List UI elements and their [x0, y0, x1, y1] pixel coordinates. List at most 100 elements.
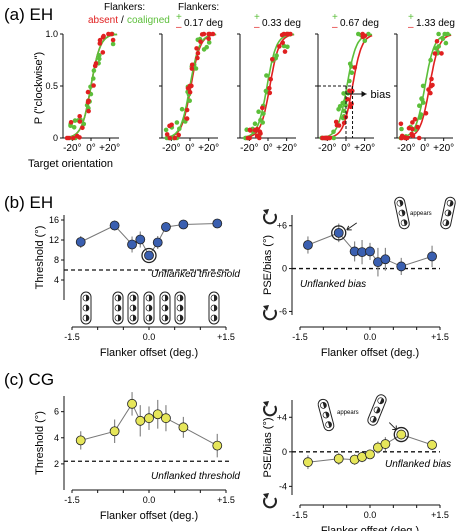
- data-point: [161, 413, 171, 424]
- data-point-absent: [184, 107, 190, 113]
- rotate-arc: [263, 309, 277, 321]
- panel-a-xlabel: Target orientation: [28, 158, 113, 170]
- clockwise-icon-top-c: [263, 401, 277, 417]
- data-point: [333, 227, 344, 238]
- data-point-absent: [270, 57, 275, 62]
- pointer-arrow-c: [388, 422, 397, 431]
- data-point-coaligned: [331, 129, 336, 135]
- fit-curve-coaligned: [165, 33, 217, 139]
- data-point-absent: [257, 129, 263, 134]
- data-point-coaligned: [274, 53, 279, 58]
- data-point-absent: [194, 46, 199, 51]
- data-point-absent: [172, 135, 178, 141]
- data-point: [127, 239, 137, 250]
- psychometric-subplot-3: -20° 0° +20°: [237, 31, 297, 154]
- data-point-coaligned: [399, 126, 404, 132]
- data-point: [135, 415, 146, 426]
- data-point: [365, 449, 375, 460]
- minus-sign: –: [408, 22, 414, 33]
- data-point-absent: [350, 88, 355, 94]
- gabor-half: [133, 295, 136, 301]
- appears-stimulus-right: [367, 394, 387, 426]
- panel-b-label: (b) EH: [4, 193, 53, 212]
- data-point-absent: [288, 31, 293, 37]
- flanker-stimulus: [174, 291, 186, 325]
- data-point-absent: [341, 120, 347, 126]
- panel-b-unflanked-bias-label: Unflanked bias: [300, 279, 366, 290]
- data-point: [109, 426, 120, 437]
- data-point-coaligned: [263, 88, 269, 94]
- data-point-absent: [362, 33, 368, 39]
- fit-curve-coaligned: [66, 33, 118, 139]
- data-point-absent: [247, 128, 253, 133]
- data-point-absent: [195, 55, 200, 61]
- gabor-half: [327, 421, 332, 428]
- data-point-absent: [416, 135, 422, 141]
- data-point-absent: [164, 132, 170, 137]
- fit-curve-coaligned: [400, 33, 452, 139]
- data-point: [144, 250, 154, 261]
- data-point-absent: [74, 133, 80, 139]
- y-tick-label: 0: [53, 133, 58, 143]
- gabor-half: [149, 295, 152, 301]
- flankers-condition-title: Flankers:: [178, 2, 219, 13]
- data-point-absent: [92, 63, 98, 69]
- x-tick-label: 0°: [185, 143, 195, 154]
- pointer-arrow-b: [346, 222, 358, 231]
- x-tick-label: -1.5: [64, 332, 80, 342]
- fit-curve-coaligned: [243, 33, 295, 139]
- data-point: [212, 218, 223, 229]
- x-tick-label: +1.5: [431, 510, 449, 520]
- gabor-half: [165, 315, 168, 321]
- counterclockwise-icon-bottom-c: [263, 493, 277, 509]
- y-tick-label: 6: [54, 407, 59, 417]
- data-point-absent: [410, 133, 416, 139]
- data-point-coaligned: [341, 108, 347, 114]
- appears-illustration-c: [317, 394, 387, 432]
- data-point-coaligned: [341, 91, 346, 96]
- clockwise-icon-top: [263, 209, 277, 225]
- flanker-stimulus: [143, 291, 155, 325]
- data-point-absent: [109, 31, 114, 37]
- gabor-half: [118, 315, 121, 321]
- x-tick-label: +20°: [433, 143, 454, 154]
- data-point-absent: [71, 135, 76, 141]
- data-point-absent: [97, 37, 103, 43]
- data-point: [365, 246, 375, 257]
- x-tick-label: 0°: [420, 143, 430, 154]
- panel-c-label: (c) CG: [4, 370, 54, 389]
- data-point-absent: [268, 76, 274, 82]
- gabor-half: [133, 305, 136, 311]
- gabor-half: [322, 402, 327, 409]
- x-tick-label: -20°: [162, 143, 180, 154]
- x-axis-title: Flanker offset (deg.): [321, 347, 419, 359]
- data-point-coaligned: [362, 38, 368, 43]
- data-point-absent: [68, 120, 74, 125]
- data-point: [135, 234, 146, 245]
- y-tick-label: 0: [282, 264, 287, 274]
- appears-stimulus-right: [440, 196, 456, 230]
- data-point-absent: [77, 119, 83, 124]
- y-tick-label: 8: [54, 255, 59, 265]
- data-point-coaligned: [187, 98, 192, 103]
- gabor-half: [149, 315, 152, 321]
- appears-illustration: [394, 196, 456, 230]
- data-point: [380, 254, 391, 265]
- gabor-half: [372, 416, 377, 423]
- data-point-absent: [86, 108, 91, 114]
- data-point-absent: [257, 135, 262, 141]
- rotate-arc: [263, 405, 277, 417]
- plus-sign: +: [332, 12, 338, 23]
- x-tick-label: 0.0: [143, 332, 156, 342]
- data-point-coaligned: [91, 68, 97, 73]
- gabor-half: [214, 305, 217, 311]
- data-point-absent: [398, 121, 404, 127]
- panel-c-unflanked-bias-label: Unflanked bias: [385, 459, 451, 470]
- gabor-half: [180, 315, 183, 321]
- data-point-absent: [206, 31, 211, 37]
- flanker-stimulus: [112, 291, 124, 325]
- y-tick-label: 1.0: [45, 29, 58, 39]
- data-point-coaligned: [366, 31, 371, 37]
- psychometric-subplot-2: -20° 0° +20°: [159, 31, 219, 154]
- gabor-half: [214, 315, 217, 321]
